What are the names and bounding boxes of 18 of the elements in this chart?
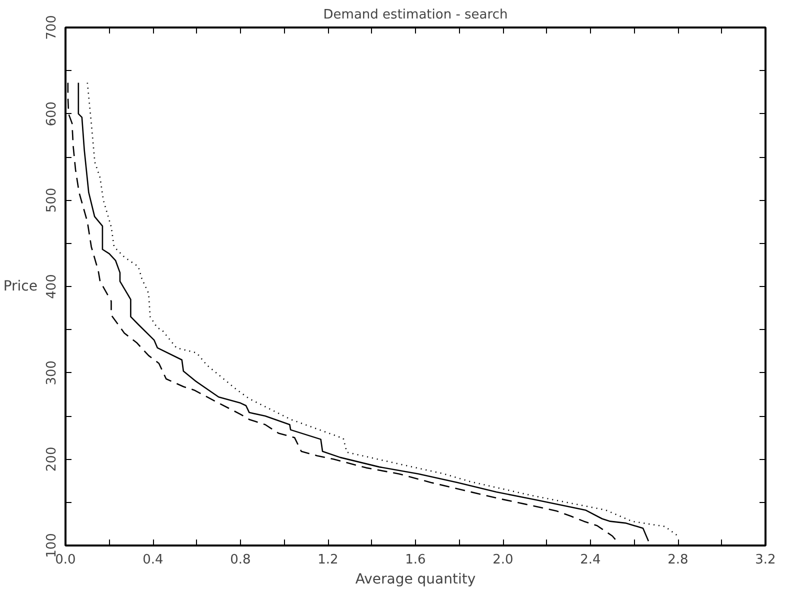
x-tick-label: 3.2 — [755, 552, 776, 568]
y-tick-label: 700 — [44, 15, 60, 40]
x-tick-label: 0.8 — [230, 552, 251, 568]
x-tick-label: 2.8 — [668, 552, 688, 568]
x-axis-title: Average quantity — [355, 572, 476, 588]
y-tick-label: 200 — [44, 446, 60, 472]
x-tick-label: 2.4 — [580, 552, 601, 568]
y-tick-label: 600 — [44, 101, 60, 126]
y-axis-title: Price — [3, 278, 38, 294]
y-tick-label: 400 — [44, 274, 60, 299]
x-tick-label: 1.6 — [405, 552, 426, 568]
chart-title: Demand estimation - search — [323, 8, 508, 22]
y-tick-label: 300 — [44, 360, 60, 386]
x-tick-label: 2.0 — [492, 552, 514, 568]
x-tick-label: 1.2 — [318, 552, 338, 568]
x-tick-label: 0.0 — [55, 552, 76, 568]
y-tick-label: 500 — [44, 188, 60, 213]
x-tick-label: 0.4 — [142, 552, 164, 568]
